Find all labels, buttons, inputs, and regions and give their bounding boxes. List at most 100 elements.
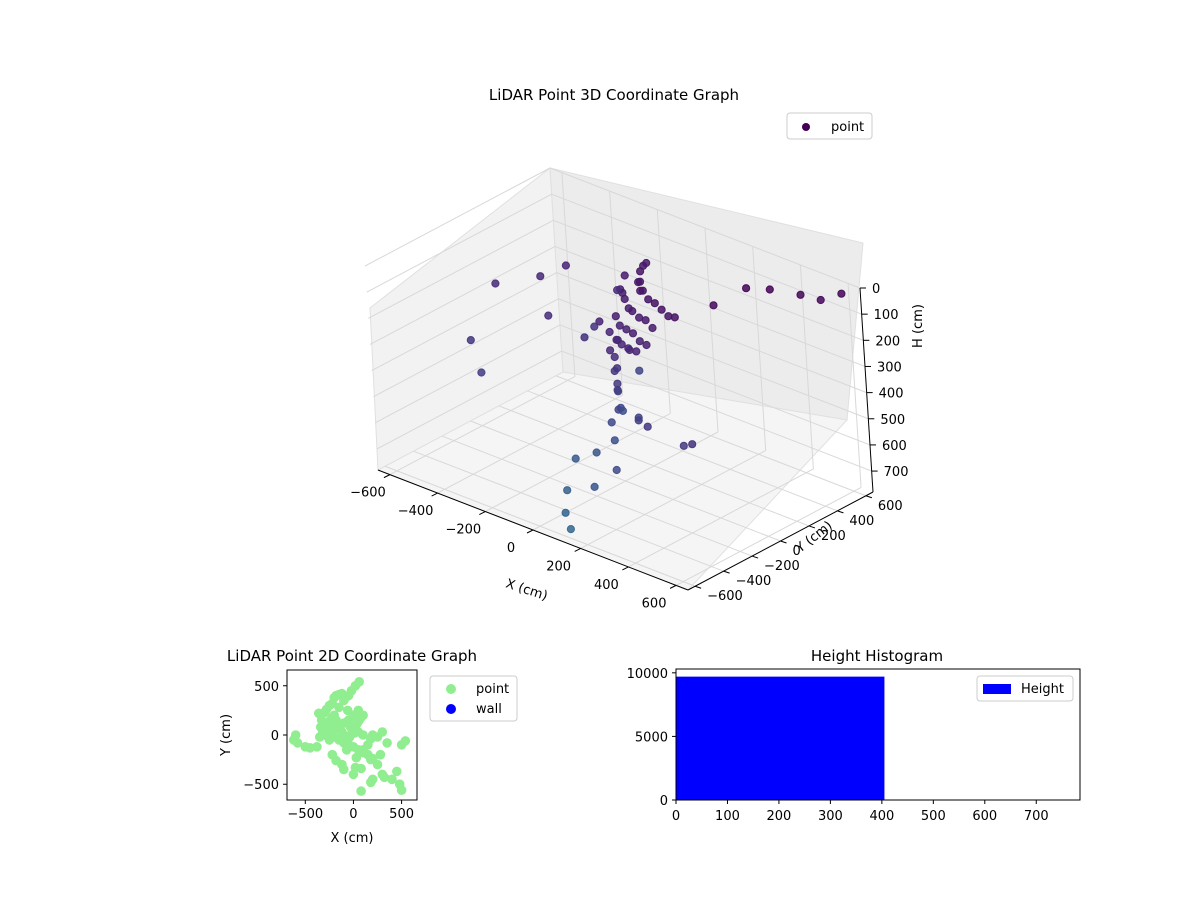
chart-3d-z-tick-label: 500 [880,413,905,428]
chart-3d-xlabel: X (cm) [504,577,550,605]
chart-3d-point [610,352,619,362]
chart-3d-grid-line [368,219,554,319]
chart-2d-point [342,705,353,716]
chart-3d-y-tick [780,540,787,544]
chart-3d-x-tick [431,492,438,497]
chart-3d-legend-marker [802,123,810,131]
chart-2d-point [375,749,386,760]
chart-3d-point [709,301,718,310]
chart-2d-point [354,677,365,687]
chart-3d-x-tick [622,566,629,571]
chart-3d-point [742,284,751,293]
chart-2d-point [324,735,335,745]
chart-3d-x-axis-line [377,469,689,591]
chart-2d-legend-label-wall: wall [476,702,502,717]
chart-3d-point [625,345,634,355]
chart-3d-grid-line [558,298,869,420]
chart-2d-point [349,728,360,738]
chart-3d-z-tick-label: 200 [875,334,900,349]
chart-histogram: Height Histogram 0 100 200 300 400 500 600 7000… [627,647,1081,824]
chart-2d-y-tick-label: 500 [254,680,279,695]
histogram-bar [676,676,885,800]
chart-3d-point [561,261,571,270]
chart-3d-grid-line [374,324,561,424]
chart-2d-point [396,785,407,795]
chart-3d-point [632,347,641,356]
chart-3d-point [610,436,619,445]
chart-2d-point [290,730,301,740]
chart-3d-point [657,305,666,314]
chart-2d-x-tick-label: 0 [349,807,357,822]
chart-2d-x-tick-label: 500 [389,807,414,822]
chart-3d-point [688,440,697,449]
chart-3d-grid-line [369,246,556,345]
chart-3d-point [615,321,624,330]
chart-3d-point [606,346,615,355]
chart-2d-xlabel: X (cm) [331,831,374,846]
histogram-x-tick-label: 0 [672,809,680,824]
chart-3d-point [563,486,572,495]
chart-3d-grid-line [470,420,781,542]
chart-2d-legend-marker-wall [446,704,456,714]
chart-3d-point [491,279,500,288]
chart-3d-point [837,289,846,298]
chart-3d-point [642,258,651,268]
chart-3d-point [642,340,651,350]
chart-3d-point [566,525,576,534]
chart-3d-z-tick-label: 700 [884,465,909,480]
chart-3d-y-tick-label: 0 [793,544,801,559]
chart-3d-y-tick [865,495,873,499]
chart-3d-grid-line [752,246,767,451]
chart-3d-point [590,482,599,491]
chart-3d-point [635,313,644,322]
histogram-x-tick-label: 700 [1024,809,1049,824]
chart-3d-y-tick [837,510,844,514]
chart-2d-point [400,736,411,746]
chart-3d-grid-line [498,405,810,527]
chart-3d-point [605,327,614,337]
chart-3d-y-tick [751,555,759,559]
chart-3d-point [648,323,657,333]
chart-3d-x-tick [574,548,581,552]
histogram-y-tick-label: 0 [660,794,668,809]
chart-2d-point [356,786,366,796]
chart-3d-x-tick [479,511,486,515]
chart-3d: LiDAR Point 3D Coordinate Graph −600−400… [350,86,926,611]
chart-3d-point [561,508,570,517]
chart-3d-x-tick [383,474,391,479]
chart-2d-point [356,763,366,774]
chart-3d-y-tick-label: 200 [821,529,846,544]
chart-3d-point [613,336,622,345]
chart-3d-y-tick [808,525,816,529]
chart-3d-grid-line [371,272,557,372]
chart-3d-y-tick [694,585,702,589]
chart-3d-grid-line [553,219,864,341]
histogram-x-tick-label: 600 [972,809,997,824]
chart-3d-point [634,278,643,287]
chart-3d-point [679,441,688,450]
chart-3d-x-tick-label: 400 [594,578,619,593]
chart-3d-grid-line [847,283,862,488]
chart-3d-point [595,317,604,326]
chart-2d-ticks: −500 0 500 −500 0 500 [243,680,414,822]
chart-2d-title: LiDAR Point 2D Coordinate Graph [227,647,477,665]
histogram-frame [675,668,1081,801]
histogram-legend-swatch [983,684,1011,694]
chart-3d-point [614,387,623,396]
histogram-legend-label: Height [1021,682,1064,697]
chart-3d-point [571,454,580,463]
histogram-y-tick-label: 10000 [627,667,668,682]
chart-3d-point [618,406,628,415]
chart-3d-x-tick-label: −600 [350,486,386,501]
chart-3d-point [610,366,619,376]
chart-2d-point [341,745,352,755]
chart-3d-y-tick-label: 400 [849,514,874,529]
chart-2d-x-tick-label: −500 [287,807,323,822]
chart-2d-y-tick-label: −500 [243,778,279,793]
chart-3d-point [636,286,645,295]
histogram-x-tick-label: 500 [921,809,946,824]
chart-3d-point [611,312,620,321]
chart-3d-point [620,271,629,280]
chart-3d-legend: point [786,112,873,140]
